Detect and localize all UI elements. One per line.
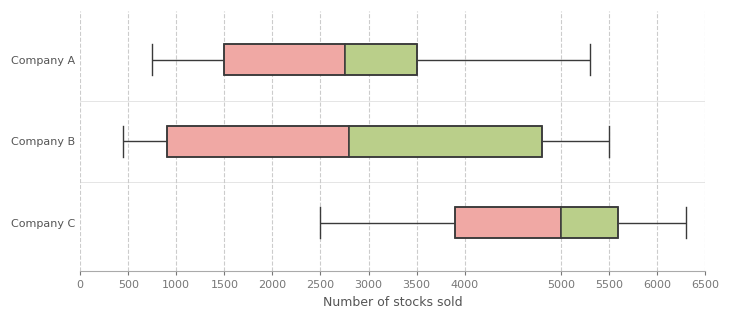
Bar: [224, 44, 345, 75]
Bar: [561, 207, 618, 238]
X-axis label: Number of stocks sold: Number of stocks sold: [323, 296, 462, 309]
Bar: [455, 207, 561, 238]
Bar: [166, 126, 350, 157]
Bar: [345, 44, 417, 75]
Bar: [455, 207, 618, 238]
Bar: [350, 126, 542, 157]
Bar: [166, 126, 542, 157]
Bar: [224, 44, 417, 75]
